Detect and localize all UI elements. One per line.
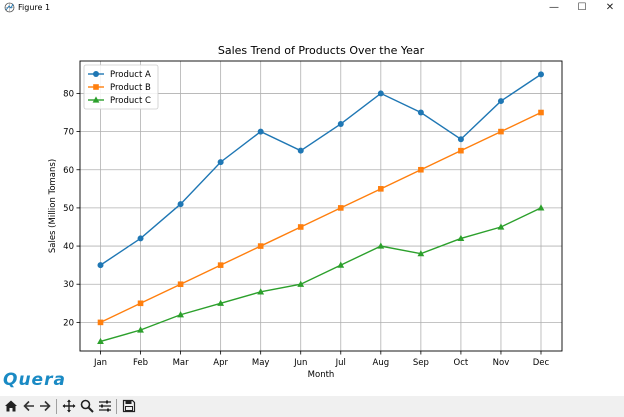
data-point-product-b [498, 128, 504, 135]
zoom-button[interactable] [78, 397, 96, 415]
data-point-product-c [217, 299, 225, 306]
x-axis-label: Month [308, 370, 335, 380]
data-point-product-c [257, 288, 265, 295]
home-icon [5, 400, 17, 412]
data-point-product-a [177, 201, 184, 208]
data-point-product-a [377, 90, 384, 97]
data-point-product-b [418, 166, 424, 173]
data-point-product-a [137, 235, 144, 242]
x-tick-label: Apr [213, 358, 228, 368]
home-button[interactable] [2, 397, 20, 415]
y-tick-label: 80 [63, 89, 74, 99]
x-tick-label: Sep [413, 358, 429, 368]
x-tick-label: Oct [454, 358, 469, 368]
series-product-b [97, 109, 544, 326]
series-line-product-c [100, 207, 542, 343]
zoom-icon [80, 399, 94, 413]
data-point-product-c [337, 261, 345, 268]
quera-logo: Quera [3, 370, 66, 390]
window-title: Figure 1 [18, 3, 51, 12]
x-tick-label: Jul [335, 358, 346, 368]
x-tick-label: Nov [493, 358, 510, 368]
data-point-product-c [537, 204, 545, 211]
data-point-product-a [257, 128, 264, 135]
x-tick-label: Aug [373, 358, 390, 368]
data-point-product-a [97, 262, 104, 269]
toolbar-separator [116, 399, 117, 414]
plot-toolbar [0, 396, 624, 417]
x-tick-label: Jun [293, 358, 307, 368]
legend-label: Product B [110, 83, 151, 93]
maximize-button[interactable]: ☐ [577, 2, 587, 13]
figure-canvas: Jan Feb Mar Apr May Jun Jul Aug Sep Oct Nov Dec 20 30… [0, 16, 624, 396]
data-point-product-a [217, 159, 224, 166]
x-tick-label: Jan [93, 358, 107, 368]
legend-marker [93, 71, 99, 77]
forward-button[interactable] [36, 397, 54, 415]
legend-marker [93, 84, 99, 90]
series-line-product-a [100, 73, 542, 266]
series-product-c [97, 204, 545, 345]
y-tick-label: 30 [63, 280, 74, 290]
data-point-product-a [417, 109, 424, 116]
data-point-product-c [297, 280, 305, 287]
data-point-product-a [457, 136, 464, 143]
legend-marker [92, 96, 100, 103]
figure-app-icon [4, 2, 15, 13]
chart-title: Sales Trend of Products Over the Year [218, 44, 425, 57]
x-tick-label: May [252, 358, 270, 368]
configure-subplots-button[interactable] [96, 397, 114, 415]
series-line-product-b [100, 111, 542, 324]
y-tick-label: 50 [63, 204, 74, 214]
data-point-product-a [337, 120, 344, 127]
y-tick-label: 60 [63, 166, 74, 176]
data-point-product-b [257, 243, 264, 249]
data-point-product-a [497, 98, 504, 105]
x-tick-label: Feb [133, 358, 148, 368]
save-icon [122, 399, 136, 413]
forward-arrow-icon [40, 400, 51, 412]
y-tick-label: 20 [63, 318, 74, 328]
y-axis-label: Sales (Million Tomans) [48, 159, 58, 253]
line-chart: Jan Feb Mar Apr May Jun Jul Aug Sep Oct Nov Dec 20 30… [48, 44, 563, 380]
data-point-product-b [97, 319, 104, 326]
data-point-product-b [297, 224, 304, 230]
data-point-product-c [417, 250, 425, 257]
close-button[interactable]: ✕ [605, 2, 615, 13]
data-point-product-a [538, 71, 544, 78]
data-point-product-b [337, 205, 344, 211]
x-tick-label: Mar [173, 358, 190, 368]
save-button[interactable] [120, 397, 138, 415]
toolbar-separator [56, 399, 57, 414]
data-point-product-c [177, 311, 184, 318]
data-point-product-b [217, 262, 224, 268]
window-titlebar: Figure 1 — ☐ ✕ [0, 0, 624, 16]
data-point-product-b [538, 109, 544, 116]
data-point-product-b [177, 281, 184, 288]
data-point-product-c [457, 234, 465, 242]
data-point-product-c [97, 337, 104, 345]
back-button[interactable] [20, 397, 38, 415]
data-point-product-b [137, 300, 144, 307]
data-point-product-b [458, 147, 464, 154]
y-tick-label: 70 [63, 128, 74, 138]
back-arrow-icon [23, 400, 34, 412]
pan-icon [62, 399, 76, 413]
configure-subplots-icon [99, 400, 111, 412]
data-point-product-c [137, 326, 144, 333]
data-point-product-c [497, 223, 505, 230]
minimize-button[interactable]: — [549, 2, 559, 13]
series-product-a [97, 71, 544, 269]
data-point-product-c [377, 242, 385, 249]
legend-label: Product C [110, 96, 151, 106]
y-tick-label: 40 [63, 242, 74, 252]
legend-label: Product A [110, 70, 151, 80]
data-point-product-a [297, 147, 304, 154]
legend-box [83, 64, 159, 110]
data-point-product-b [378, 186, 384, 192]
pan-button[interactable] [60, 397, 78, 415]
plot-area-frame [79, 60, 563, 352]
x-tick-label: Dec [533, 358, 550, 368]
